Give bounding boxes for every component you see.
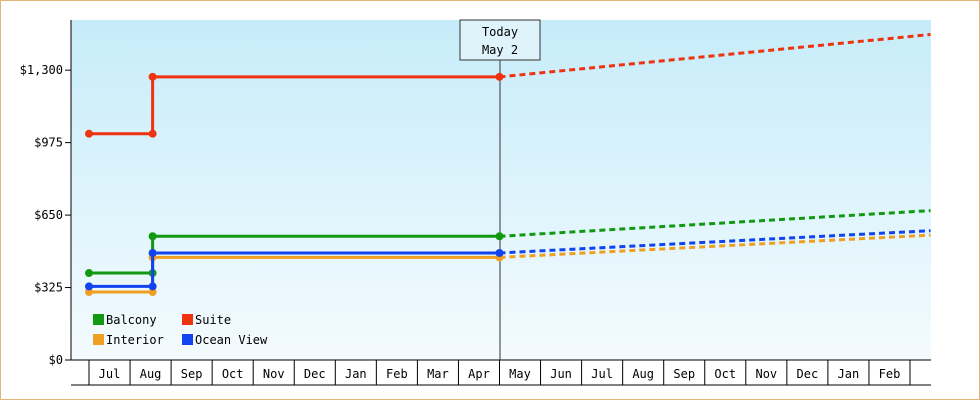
today-box	[459, 19, 541, 61]
series-point	[85, 282, 93, 291]
series-forecast-line	[499, 233, 931, 259]
x-tick-label: Nov	[263, 367, 285, 381]
x-tick-label: Jul	[591, 367, 613, 381]
x-tick-label: Oct	[714, 367, 736, 381]
plot-area	[71, 20, 931, 360]
series-point	[148, 129, 157, 138]
x-tick-label: Jun	[550, 367, 572, 381]
x-tick-label: Aug	[632, 367, 654, 381]
series-forecast-line	[499, 209, 931, 238]
x-tick-label: Jul	[99, 367, 121, 381]
x-tick-label: Sep	[181, 367, 203, 381]
y-tick-label: $650	[34, 208, 63, 222]
series-point	[148, 248, 157, 257]
x-tick-label: Sep	[673, 367, 695, 381]
series-point	[85, 269, 93, 278]
today-date: May 2	[482, 43, 518, 57]
series-point	[148, 288, 157, 296]
series-group	[85, 33, 931, 296]
x-tick-label: Mar	[427, 367, 449, 381]
series-point	[148, 72, 157, 81]
legend-swatch	[182, 334, 193, 345]
legend-label: Interior	[106, 333, 164, 347]
x-tick-label: Aug	[140, 367, 162, 381]
y-tick-label: $1,300	[20, 63, 63, 77]
x-tick-label: Nov	[755, 367, 777, 381]
today-marker: Today May 2	[459, 19, 541, 360]
x-tick-label: Dec	[797, 367, 819, 381]
series-point	[495, 232, 504, 241]
x-tick-label: Feb	[386, 367, 408, 381]
legend-label: Suite	[195, 313, 231, 327]
series-forecast-line	[499, 33, 931, 79]
legend-swatch	[93, 314, 104, 325]
series-point	[495, 72, 504, 81]
legend-label: Ocean View	[195, 333, 268, 347]
series-line	[89, 251, 500, 288]
legend-swatch	[93, 334, 104, 345]
series-point	[85, 288, 93, 296]
series-point	[85, 129, 93, 138]
series-forecast-line	[499, 229, 931, 255]
x-tick-label: Feb	[879, 367, 901, 381]
series-line	[89, 75, 500, 136]
series-point	[148, 282, 157, 291]
x-tick-label: Apr	[468, 367, 490, 381]
legend: Balcony Suite Interior Ocean View	[93, 313, 268, 347]
y-tick-label: $975	[34, 136, 63, 150]
series-point	[495, 248, 504, 257]
y-tick-label: $0	[49, 353, 63, 367]
x-tick-label: Jan	[345, 367, 367, 381]
x-tick-label: Oct	[222, 367, 244, 381]
x-tick-label: Dec	[304, 367, 326, 381]
x-axis: Jul Aug Sep Oct Nov Dec Jan Feb Mar Apr May Jun Jul A…	[71, 359, 931, 386]
series-point	[148, 232, 157, 241]
legend-swatch	[182, 314, 193, 325]
x-tick-label: Jan	[838, 367, 860, 381]
x-tick-label: May	[509, 367, 531, 381]
y-axis: $0 $325 $650 $975 $1,300	[20, 20, 72, 367]
today-label: Today	[482, 25, 518, 39]
legend-label: Balcony	[106, 313, 157, 327]
y-tick-label: $325	[34, 281, 63, 295]
